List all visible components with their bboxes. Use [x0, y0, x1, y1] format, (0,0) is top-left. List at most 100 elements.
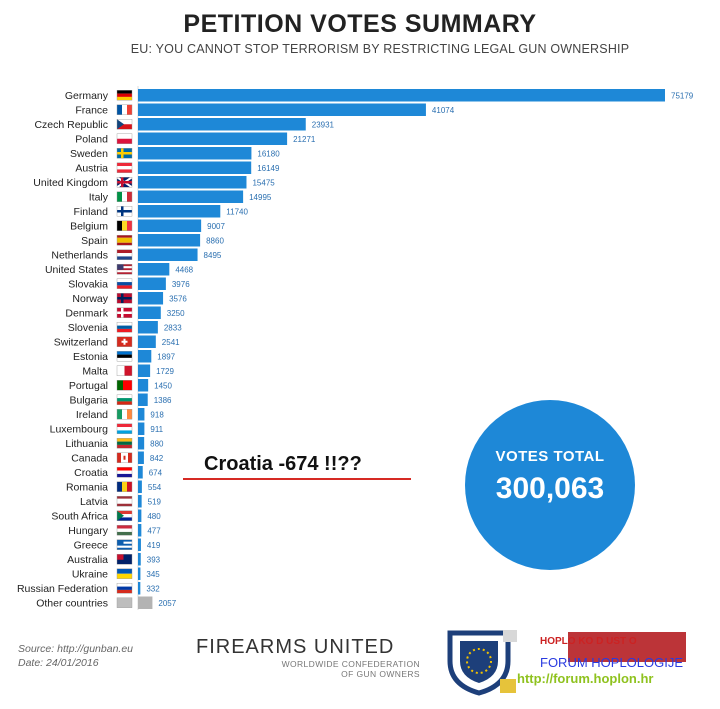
country-label: Luxembourg [50, 424, 109, 436]
country-label: South Africa [51, 511, 108, 523]
country-label: Poland [75, 134, 108, 146]
country-label: Ukraine [72, 569, 108, 581]
bar [138, 509, 142, 522]
portugal-flag-icon [116, 380, 133, 391]
bar-value-label: 4468 [175, 265, 193, 274]
bar-row: Canada 842 [71, 451, 164, 465]
bar [138, 393, 148, 406]
bar [138, 495, 142, 508]
bar-row: Netherlands 8495 [51, 248, 222, 262]
country-label: Estonia [73, 351, 108, 363]
firearms-united-shield-icon [447, 630, 516, 696]
bar [138, 161, 252, 174]
bar-value-label: 14995 [249, 193, 272, 202]
country-label: Italy [89, 192, 109, 204]
watermark-line-2: FORUM HOPLOLOGIJE [540, 655, 684, 670]
country-label: Spain [81, 235, 108, 247]
bar-row: Finland 11740 [74, 205, 248, 218]
bar-row: South Africa 480 [51, 509, 161, 523]
ireland-flag-icon [116, 409, 133, 420]
bar-row: Bulgaria 1386 [69, 393, 172, 407]
chart-subtitle: EU: YOU CANNOT STOP TERRORISM BY RESTRIC… [130, 42, 630, 56]
bar-row: Latvia 519 [80, 495, 162, 508]
bar-value-label: 419 [147, 541, 161, 550]
croatia-flag-icon [503, 630, 517, 642]
bar-row: Germany 75179 [65, 89, 694, 102]
estonia-flag-icon [116, 351, 133, 362]
firearms-united-logo: FIREARMS UNITED WORLDWIDE CONFEDERATION … [196, 636, 420, 679]
bar-value-label: 3976 [172, 280, 190, 289]
bar-row: Hungary 477 [68, 524, 161, 537]
ukraine-flag-icon [116, 568, 133, 579]
bar-row: Sweden 16180 [70, 147, 280, 160]
bar-value-label: 2541 [162, 338, 180, 347]
org-subtitle-2: OF GUN OWNERS [341, 669, 420, 679]
bar [138, 480, 142, 493]
croatia-flag-icon [116, 467, 133, 478]
country-label: Ireland [76, 409, 108, 421]
date-text: Date: 24/01/2016 [18, 657, 99, 669]
lithuania-flag-icon [116, 438, 133, 449]
bar [138, 263, 170, 276]
bar-value-label: 554 [148, 483, 162, 492]
greece-flag-icon [116, 539, 133, 550]
bar-value-label: 16149 [257, 164, 280, 173]
bar-value-label: 918 [150, 410, 164, 419]
source-note: Source: http://gunban.eu Date: 24/01/201… [18, 642, 133, 670]
bar-row: Poland 21271 [75, 132, 316, 146]
russia-flag-icon [116, 583, 133, 594]
netherlands-flag-icon [116, 249, 133, 260]
country-label: Slovenia [68, 322, 108, 334]
country-label: Croatia [74, 467, 108, 479]
bar [138, 408, 145, 421]
bar [138, 219, 202, 232]
bar [138, 89, 665, 102]
country-label: France [75, 105, 108, 117]
bar [138, 234, 201, 247]
bar-row: Belgium 9007 [70, 219, 225, 233]
bar-row: France 41074 [75, 103, 455, 117]
country-label: Portugal [69, 380, 108, 392]
bar-row: United Kingdom 15475 [33, 176, 275, 189]
votes-total-badge: VOTES TOTAL 300,063 [465, 400, 635, 570]
france-flag-icon [116, 104, 133, 115]
votes-total-label: VOTES TOTAL [495, 448, 605, 465]
bar-value-label: 8495 [204, 251, 222, 260]
bar [138, 451, 144, 464]
country-label: Malta [82, 366, 108, 378]
country-label: Lithuania [65, 438, 108, 450]
country-label: Switzerland [54, 337, 108, 349]
bar-row: Croatia 674 [74, 466, 163, 479]
bar-row: Norway 3576 [72, 292, 187, 305]
czech-republic-flag-icon [116, 119, 133, 130]
bar-value-label: 2833 [164, 323, 182, 332]
bar-row: Luxembourg 911 [50, 422, 164, 436]
bar-row: Russian Federation 332 [17, 582, 160, 595]
bar [138, 437, 145, 450]
australia-flag-icon [116, 554, 133, 565]
country-label: Finland [74, 206, 109, 218]
bar [138, 379, 149, 392]
bar-value-label: 11740 [226, 207, 248, 216]
bar-value-label: 1386 [154, 396, 172, 405]
country-label: Slovakia [68, 279, 108, 291]
bar [138, 205, 221, 218]
country-label: Canada [71, 453, 108, 465]
votes-total-value: 300,063 [495, 472, 605, 505]
bar-value-label: 2057 [158, 599, 176, 608]
bar-row: Australia 393 [67, 553, 161, 566]
bar-value-label: 1729 [156, 367, 174, 376]
country-label: Other countries [36, 598, 108, 610]
bar-value-label: 3250 [167, 309, 185, 318]
sweden-flag-icon [116, 148, 133, 159]
bar-value-label: 393 [147, 555, 161, 564]
united-kingdom-flag-icon [116, 176, 133, 189]
bar-row: Slovakia 3976 [68, 277, 190, 291]
bar [138, 277, 166, 290]
bar-row: Portugal 1450 [69, 379, 173, 392]
croatia-highlight-line [183, 478, 411, 480]
bar-row: Lithuania 880 [65, 437, 164, 450]
bar [138, 466, 143, 479]
bar-value-label: 21271 [293, 135, 316, 144]
